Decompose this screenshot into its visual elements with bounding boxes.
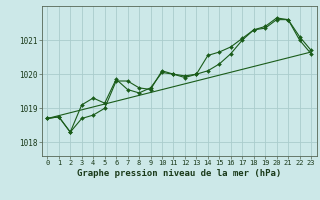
X-axis label: Graphe pression niveau de la mer (hPa): Graphe pression niveau de la mer (hPa) [77, 169, 281, 178]
